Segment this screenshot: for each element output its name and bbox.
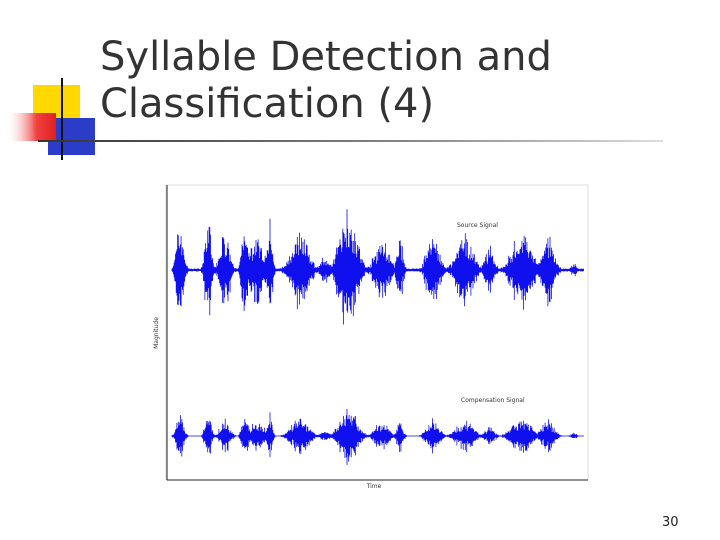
source-waveform (171, 209, 584, 325)
page-number: 30 (662, 515, 679, 530)
waveform-figure: Source Signal Compensation Signal Magnit… (153, 184, 589, 490)
compensation-waveform (171, 409, 584, 465)
compensation-label: Compensation Signal (461, 397, 525, 404)
slide-title: Syllable Detection and Classification (4… (100, 34, 552, 128)
y-axis-label: Magnitude (153, 317, 160, 349)
title-line: Syllable Detection and (100, 34, 552, 80)
horizontal-rule (38, 140, 663, 142)
title-line: Classification (4) (100, 81, 435, 127)
source-label: Source Signal (457, 222, 498, 229)
red-bar (8, 113, 56, 141)
x-axis-label: Time (366, 483, 382, 490)
waveforms (171, 209, 584, 465)
